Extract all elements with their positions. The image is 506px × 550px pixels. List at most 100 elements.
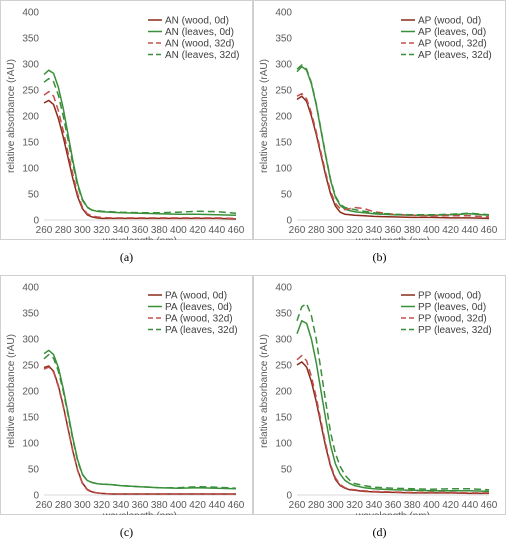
legend-label: PP (wood, 0d) — [418, 291, 481, 302]
x-tick-label: 360 — [385, 225, 402, 236]
panel-d: 0 50 100 150 200 250 300 350 400 260 280 300 320 340 3… — [253, 275, 506, 550]
x-tick-label: 380 — [404, 500, 421, 511]
series-line — [296, 354, 489, 494]
series-line — [296, 320, 490, 493]
x-tick-label: 340 — [112, 500, 129, 511]
y-tick-label: 50 — [281, 465, 293, 476]
x-tick-label: 360 — [132, 500, 149, 511]
legend-label: PP (leaves, 0d) — [418, 302, 486, 313]
series-line — [43, 77, 237, 214]
legend-label: AP (wood, 32d) — [418, 39, 487, 50]
x-tick-label: 300 — [74, 500, 91, 511]
x-tick-label: 340 — [112, 225, 129, 236]
x-tick-label: 440 — [461, 225, 478, 236]
panel-a-caption: (a) — [119, 250, 134, 264]
panel-b-caption: (b) — [372, 250, 387, 264]
x-tick-label: 460 — [228, 500, 245, 511]
x-tick-label: 360 — [132, 225, 149, 236]
y-tick-label: 0 — [33, 216, 39, 227]
legend-label: AN (leaves, 0d) — [165, 27, 234, 38]
x-tick-label: 260 — [36, 500, 53, 511]
y-tick-label: 50 — [281, 190, 293, 201]
x-tick-label: 460 — [481, 225, 498, 236]
x-tick-label: 280 — [55, 225, 72, 236]
y-tick-label: 100 — [22, 164, 39, 175]
legend-label: PA (wood, 32d) — [165, 314, 233, 325]
y-tick-label: 300 — [22, 60, 39, 71]
panel-a: 0 50 100 150 200 250 300 350 400 260 280 300 320 340 3… — [0, 0, 253, 275]
y-tick-label: 0 — [286, 491, 292, 502]
series-line — [296, 302, 490, 491]
x-tick-label: 460 — [228, 225, 245, 236]
y-axis-title: relative absorbance (rAU) — [259, 334, 270, 448]
x-axis-title: wavelength (nm) — [102, 236, 177, 240]
x-tick-label: 360 — [385, 500, 402, 511]
series-line — [296, 64, 490, 216]
legend-label: AN (wood, 32d) — [165, 39, 234, 50]
y-axis-title: relative absorbance (rAU) — [6, 334, 17, 448]
legend-label: PP (wood, 32d) — [418, 314, 487, 325]
y-tick-label: 50 — [28, 465, 40, 476]
legend-label: AP (leaves, 0d) — [418, 27, 486, 38]
y-tick-label: 350 — [22, 309, 39, 320]
x-axis-title: wavelength (nm) — [355, 236, 430, 240]
legend-label: PA (leaves, 0d) — [165, 302, 232, 313]
series-line — [43, 366, 236, 495]
y-tick-label: 350 — [22, 34, 39, 45]
y-tick-label: 150 — [22, 413, 39, 424]
x-tick-label: 300 — [327, 225, 344, 236]
legend-label: AN (leaves, 32d) — [165, 50, 239, 61]
x-tick-label: 300 — [327, 500, 344, 511]
series-line — [296, 65, 490, 217]
x-tick-label: 440 — [208, 500, 225, 511]
x-tick-label: 340 — [365, 500, 382, 511]
y-tick-label: 400 — [275, 283, 292, 294]
x-tick-label: 320 — [346, 500, 363, 511]
y-tick-label: 200 — [275, 112, 292, 123]
y-axis-title: relative absorbance (rAU) — [259, 59, 270, 173]
series-line — [43, 365, 236, 495]
x-tick-label: 380 — [151, 500, 168, 511]
y-tick-label: 0 — [286, 216, 292, 227]
series-line — [296, 92, 490, 218]
x-tick-label: 320 — [346, 225, 363, 236]
y-tick-label: 400 — [22, 283, 39, 294]
y-tick-label: 300 — [275, 335, 292, 346]
y-tick-label: 250 — [22, 361, 39, 372]
series-line — [43, 90, 237, 220]
y-tick-label: 300 — [275, 60, 292, 71]
x-tick-label: 460 — [481, 500, 498, 511]
panel-a-frame — [0, 0, 253, 240]
y-tick-label: 400 — [275, 8, 292, 19]
y-tick-label: 250 — [275, 361, 292, 372]
y-axis-title: relative absorbance (rAU) — [6, 59, 17, 173]
x-tick-label: 380 — [404, 225, 421, 236]
y-tick-label: 300 — [22, 335, 39, 346]
x-tick-label: 400 — [170, 500, 187, 511]
legend-label: AN (wood, 0d) — [165, 16, 229, 27]
series-line — [43, 353, 237, 489]
x-tick-label: 420 — [189, 500, 206, 511]
y-tick-label: 200 — [275, 387, 292, 398]
panel-c: 0 50 100 150 200 250 300 350 400 260 280 300 320 340 3… — [0, 275, 253, 550]
legend-label: PA (leaves, 32d) — [165, 325, 238, 336]
x-tick-label: 280 — [55, 500, 72, 511]
x-tick-label: 400 — [170, 225, 187, 236]
y-tick-label: 100 — [22, 439, 39, 450]
y-tick-label: 400 — [22, 8, 39, 19]
y-tick-label: 150 — [22, 138, 39, 149]
series-line — [296, 361, 489, 495]
x-tick-label: 260 — [289, 225, 306, 236]
panel-c-caption: (c) — [119, 525, 134, 539]
x-tick-label: 320 — [93, 225, 110, 236]
x-tick-label: 420 — [189, 225, 206, 236]
x-tick-label: 420 — [442, 225, 459, 236]
x-tick-label: 300 — [74, 225, 91, 236]
x-tick-label: 260 — [289, 500, 306, 511]
x-tick-label: 280 — [308, 500, 325, 511]
x-tick-label: 260 — [36, 225, 53, 236]
